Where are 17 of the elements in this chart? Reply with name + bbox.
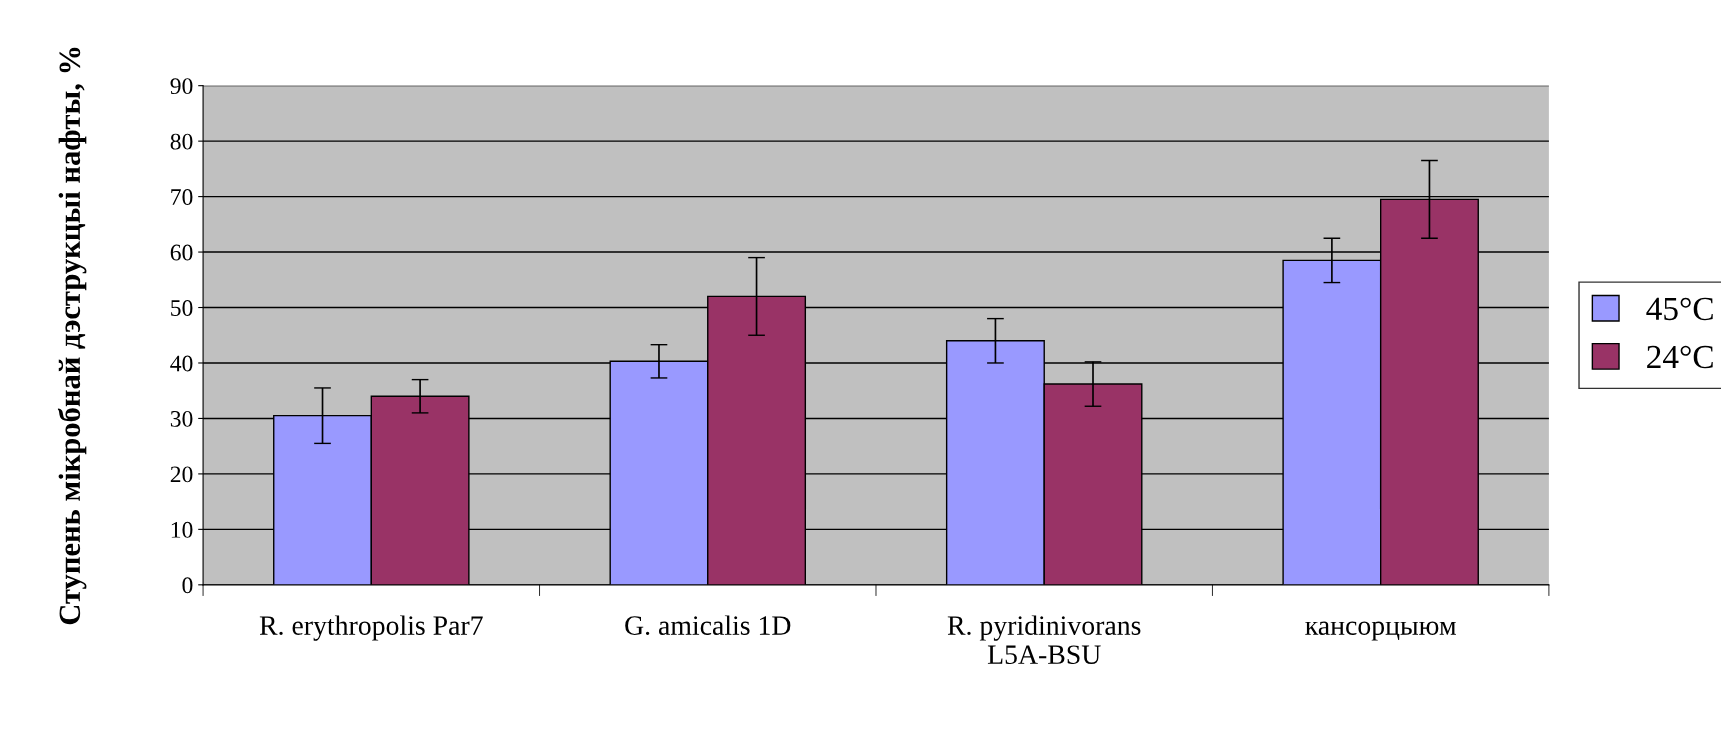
- y-tick-label: 0: [182, 577, 193, 594]
- legend-label: 45°C: [1646, 297, 1713, 321]
- x-tick-label: R. pyridinivorans L5A-BSU: [947, 615, 1141, 665]
- y-axis-title: Ступень мікробнай дэструкцыі нафты, %: [57, 47, 87, 625]
- y-tick-label: 90: [170, 78, 193, 95]
- y-tick-label: 10: [171, 521, 193, 538]
- x-tick-label: G. amicalis 1D: [625, 615, 791, 636]
- x-tick-label: R. erythropolis Par7: [259, 615, 483, 641]
- y-tick-label: 40: [170, 355, 193, 372]
- y-tick-label: 20: [170, 466, 193, 483]
- y-tick-label: 30: [170, 410, 193, 427]
- y-tick-label: 80: [170, 133, 193, 150]
- y-tick-label: 50: [171, 300, 193, 316]
- y-tick-label: 60: [170, 244, 193, 261]
- y-tick-label: 70: [171, 189, 193, 206]
- x-tick-label: кансорцыюм: [1305, 621, 1456, 641]
- legend-label: 24°C: [1647, 345, 1713, 369]
